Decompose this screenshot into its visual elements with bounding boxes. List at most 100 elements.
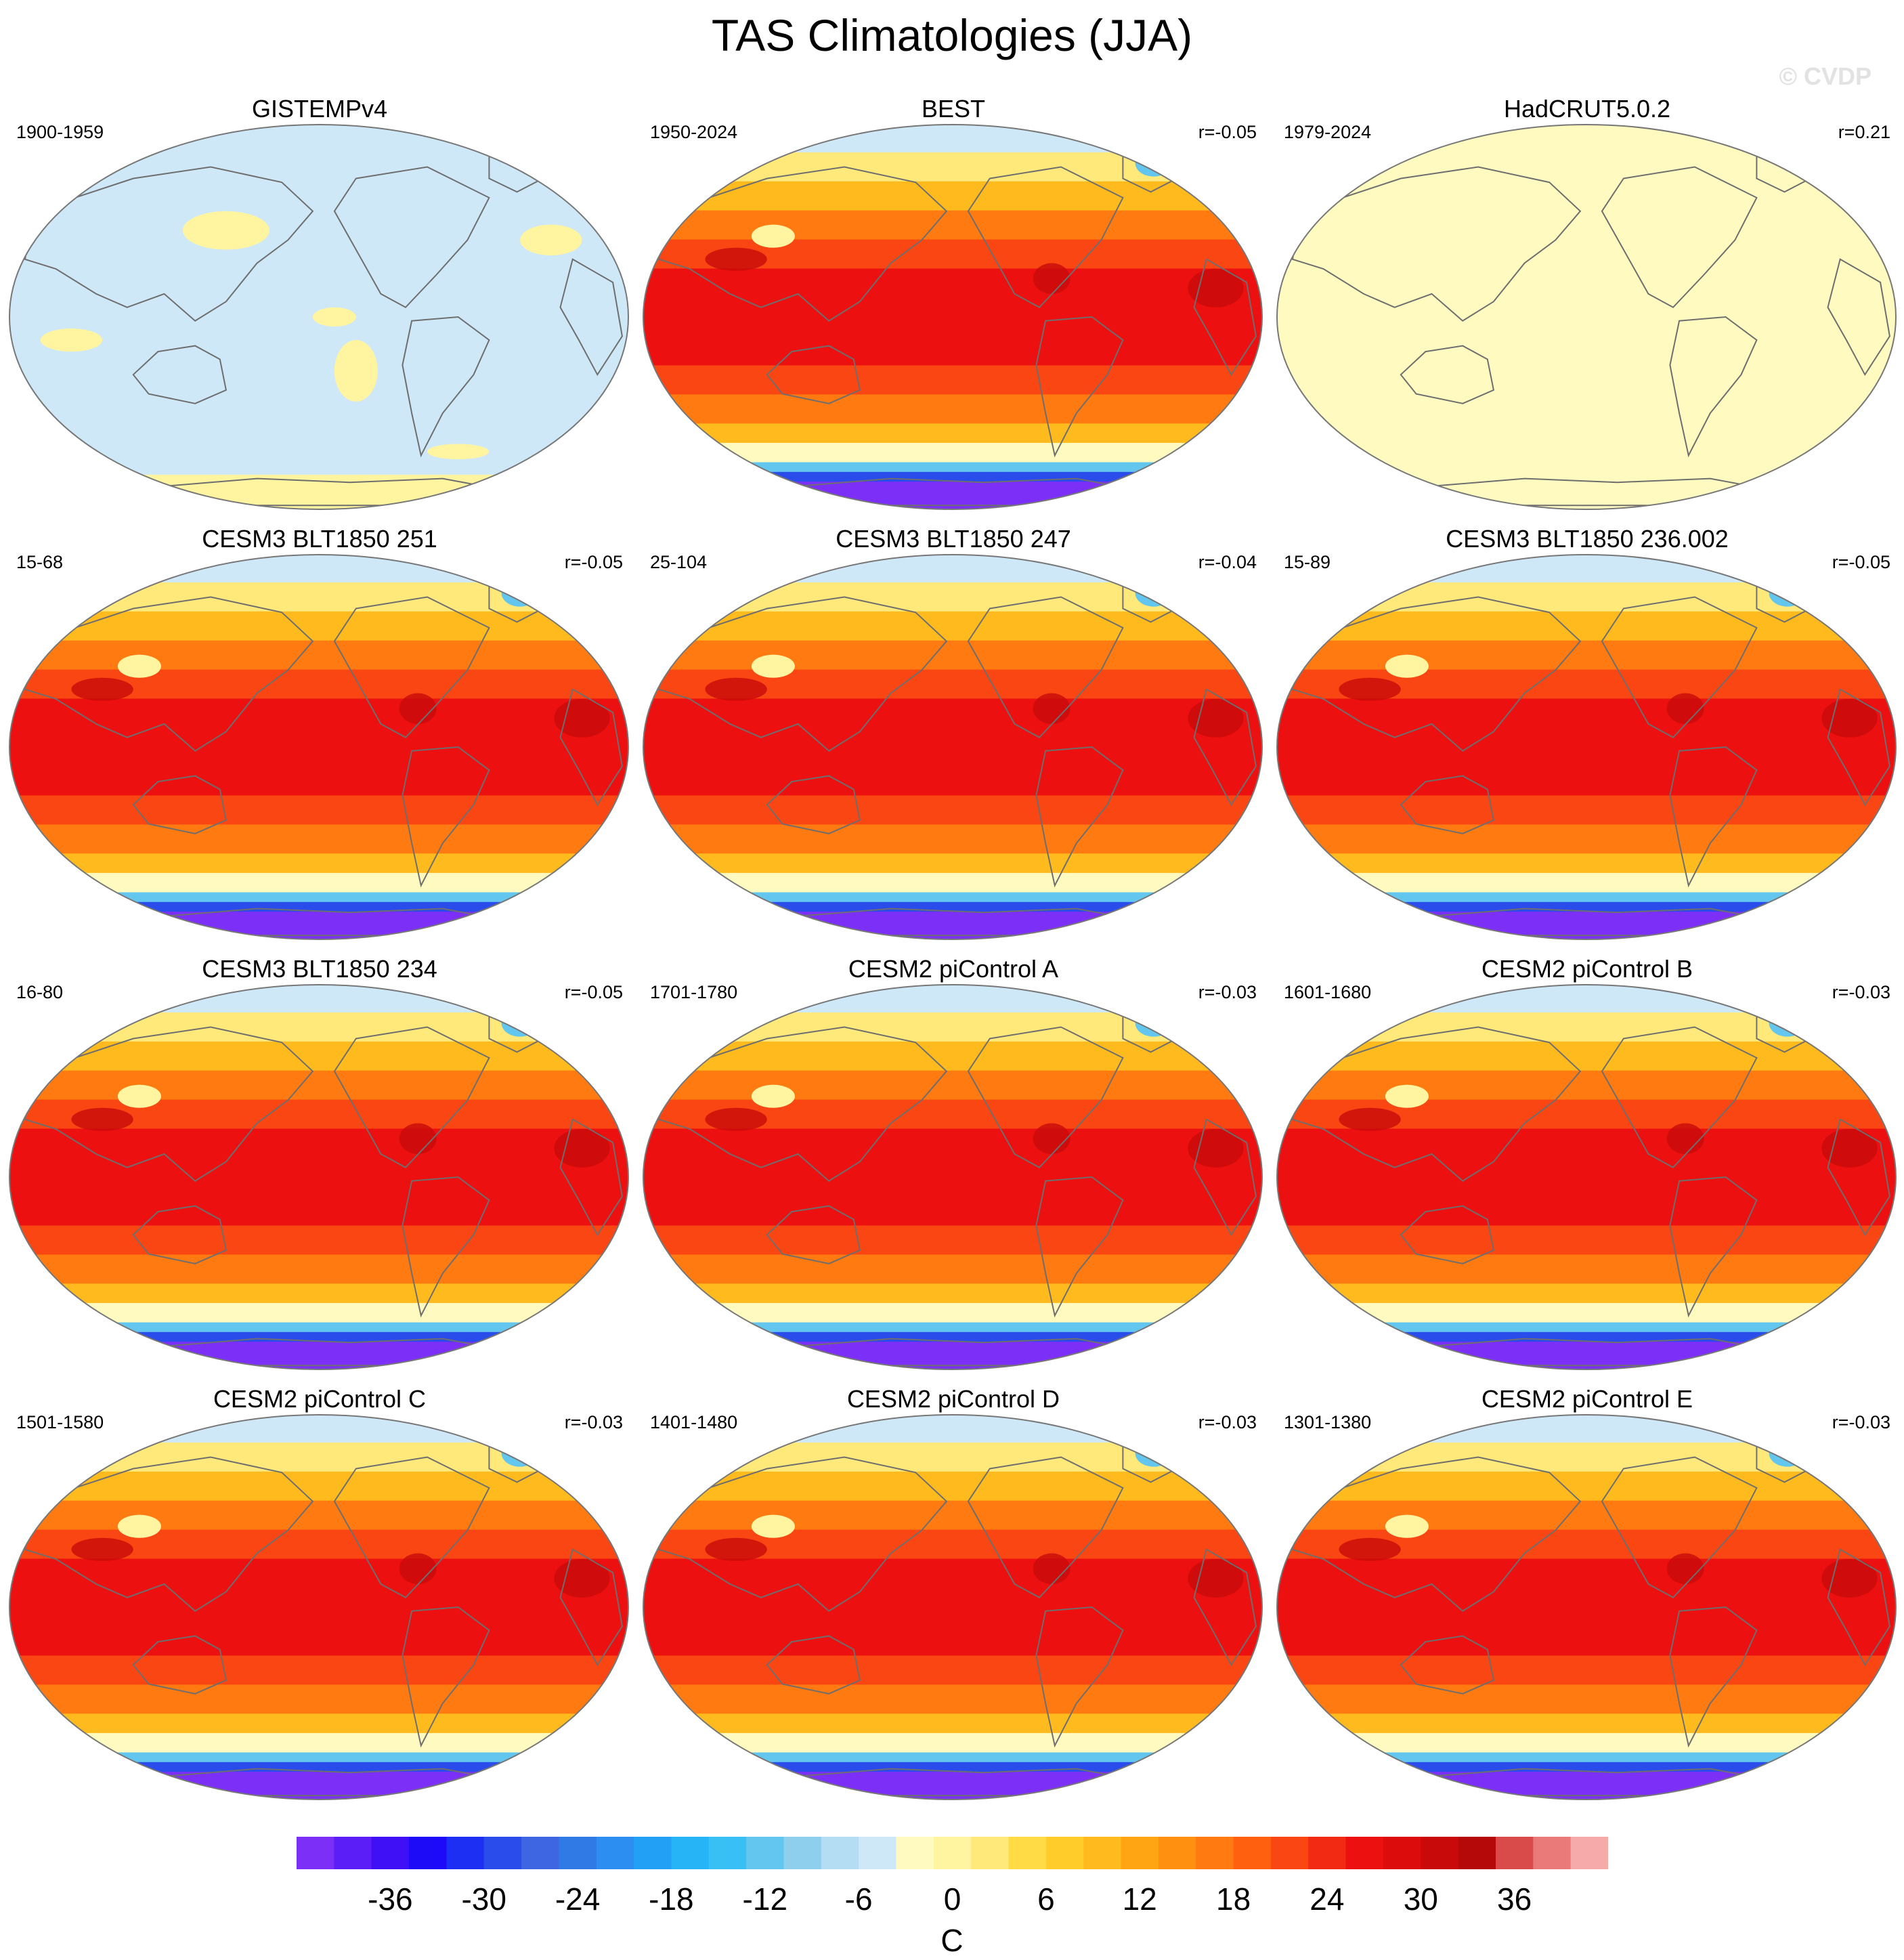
map-border [9,124,629,510]
hot-spot [1033,693,1070,724]
temperature-band [1277,1138,1896,1149]
colorbar-bin [409,1837,447,1869]
data-coverage-patch [312,307,356,327]
temperature-band [9,1128,628,1139]
temperature-band [1277,834,1896,845]
coastline-australia [132,1635,228,1695]
temperature-band [9,288,628,299]
temperature-band [9,1704,628,1715]
colorbar-bin [446,1837,485,1869]
colorbar-bin [1196,1837,1234,1869]
temperature-band [1277,1665,1896,1676]
temperature-band [643,181,1262,192]
temperature-band [1277,1090,1896,1101]
temperature-band [643,1322,1262,1333]
temperature-band [643,1510,1262,1521]
coastline-namerica [1601,1026,1758,1169]
map-border [9,1414,629,1800]
temperature-band [643,152,1262,163]
temperature-band [1277,404,1896,414]
temperature-band [643,394,1262,405]
temperature-band [9,1322,628,1333]
temperature-band [1277,385,1896,396]
temperature-band [643,1080,1262,1091]
temperature-band [9,1274,628,1285]
temperature-band [1277,1704,1896,1715]
temperature-band [1277,394,1896,405]
map-pic-a [643,984,1263,1370]
map-border [643,124,1263,510]
temperature-band [643,288,1262,299]
coastline-africa [1193,1548,1257,1667]
coastline-africa [559,688,623,807]
temperature-band [643,268,1262,279]
temperature-band [1277,297,1896,308]
temperature-band [9,1597,628,1608]
temperature-band [9,1293,628,1304]
colorbar-tick: 0 [943,1881,961,1917]
temperature-band [643,1061,1262,1071]
temperature-band [643,1148,1262,1159]
temperature-band [1277,1655,1896,1666]
temperature-band [1277,152,1896,163]
temperature-band [643,631,1262,641]
hot-spot [1666,693,1704,724]
panel-title: CESM3 BLT1850 251 [202,525,437,553]
panel-pattern-correlation: r=-0.03 [1198,1412,1257,1432]
temperature-band [643,1099,1262,1110]
temperature-band [9,1568,628,1579]
temperature-band [9,1061,628,1071]
temperature-band [643,1342,1262,1352]
coastline-samerica [402,1176,490,1318]
coastline-australia [1400,1635,1495,1695]
colorbar-bin [483,1837,522,1869]
colorbar-bin [371,1837,410,1869]
temperature-band [9,679,628,690]
panel-title: CESM2 piControl B [1481,955,1693,983]
map-panel-best: BEST 1950-2024 r=-0.05 [642,95,1265,521]
coastline-australia [1400,345,1495,404]
temperature-band [643,1762,1262,1773]
temperature-band [9,727,628,738]
temperature-band [1277,1293,1896,1304]
colorbar-bin [1383,1837,1421,1869]
temperature-band [9,1491,628,1501]
temperature-band [643,795,1262,806]
colorbar-bin [1045,1837,1084,1869]
temperature-band [1277,1254,1896,1265]
temperature-band [1277,1196,1896,1207]
map-panel-hadcrut: HadCRUT5.0.2 1979-2024 r=0.21 [1276,95,1899,521]
temperature-band [1277,1187,1896,1197]
temperature-band [1277,482,1896,492]
temperature-band [643,482,1262,492]
coastline-africa [1193,258,1257,377]
coastline-australia [766,775,861,834]
temperature-band [9,1022,628,1033]
temperature-band [643,1351,1262,1362]
temperature-band [643,1423,1262,1434]
map-panel-cesm3-234: CESM3 BLT1850 234 16-80 r=-0.05 [8,955,631,1382]
coastline-namerica [333,166,490,309]
hot-spot [705,677,767,701]
temperature-band [1277,882,1896,893]
temperature-band [643,786,1262,796]
temperature-band [9,901,628,913]
temperature-band [9,582,628,593]
colorbar-bin [1121,1837,1159,1869]
coastline-asia [657,166,948,322]
temperature-band [643,611,1262,622]
temperature-band [9,1752,628,1763]
temperature-band [1277,1235,1896,1246]
temperature-band [643,993,1262,1004]
temperature-band [1277,1070,1896,1081]
coastline-africa [1827,688,1890,807]
temperature-band [9,1675,628,1686]
temperature-band [643,1022,1262,1033]
temperature-band [643,414,1262,425]
temperature-band [643,1167,1262,1178]
temperature-band [643,757,1262,767]
temperature-band [9,230,628,240]
panel-pattern-correlation: r=-0.03 [1198,982,1257,1002]
temperature-band [643,1225,1262,1236]
temperature-band [1277,288,1896,299]
